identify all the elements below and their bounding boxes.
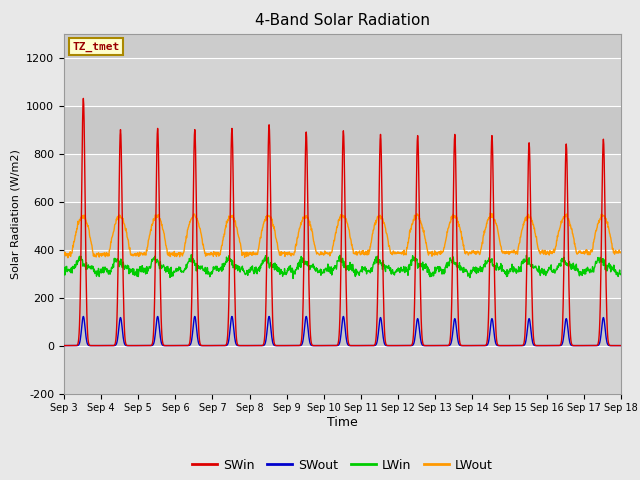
Bar [64,58,621,106]
Text: TZ_tmet: TZ_tmet [72,42,120,52]
Legend: SWin, SWout, LWin, LWout: SWin, SWout, LWin, LWout [187,454,498,477]
Bar [64,106,621,154]
Bar [64,154,621,202]
Title: 4-Band Solar Radiation: 4-Band Solar Radiation [255,13,430,28]
Y-axis label: Solar Radiation (W/m2): Solar Radiation (W/m2) [11,149,20,278]
Bar [64,250,621,298]
X-axis label: Time: Time [327,416,358,429]
Bar [64,298,621,346]
Bar [64,202,621,250]
Bar [64,346,621,394]
